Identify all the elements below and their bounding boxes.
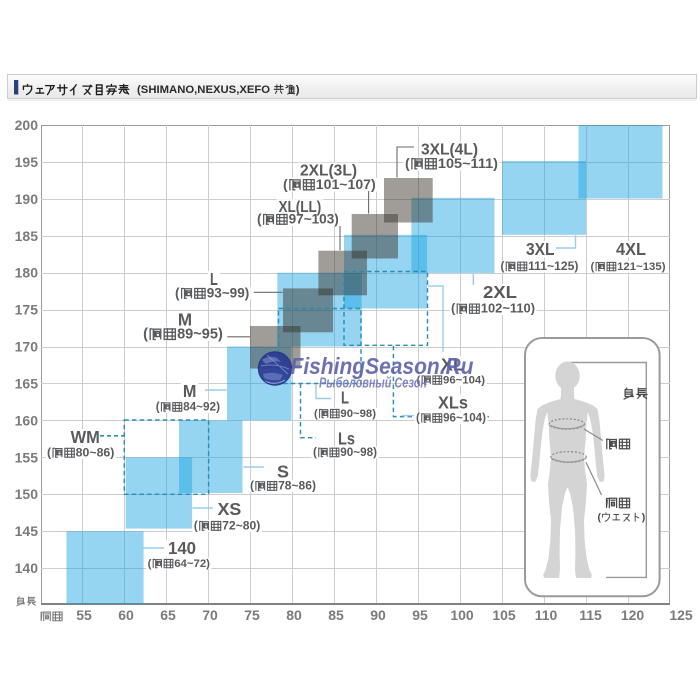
svg-text:WM: WM	[71, 427, 100, 447]
svg-text:80~86): 80~86)	[76, 446, 115, 460]
svg-text:72~80): 72~80)	[222, 519, 260, 533]
svg-text:111~125): 111~125)	[528, 259, 578, 273]
svg-text:XL: XL	[441, 355, 464, 375]
svg-text:97~103): 97~103)	[289, 212, 339, 227]
svg-text:195: 195	[15, 154, 39, 170]
svg-text:96~104): 96~104)	[443, 412, 486, 425]
svg-text:S: S	[277, 462, 289, 482]
svg-text:(: (	[283, 176, 288, 192]
svg-text:64~72): 64~72)	[174, 558, 210, 570]
svg-text:110: 110	[535, 607, 558, 623]
svg-text:(: (	[137, 84, 141, 96]
svg-text:(: (	[313, 446, 317, 459]
svg-text:XS: XS	[218, 499, 242, 519]
svg-text:(: (	[451, 301, 456, 316]
svg-text:170: 170	[15, 339, 39, 355]
svg-text:SHIMANO,NEXUS,XEFO: SHIMANO,NEXUS,XEFO	[141, 84, 271, 96]
svg-text:155: 155	[15, 449, 39, 465]
svg-text:(: (	[257, 212, 262, 227]
svg-text:L: L	[210, 269, 218, 289]
svg-text:102~110): 102~110)	[481, 301, 535, 316]
svg-text:100: 100	[450, 607, 474, 623]
svg-text:85: 85	[328, 607, 344, 623]
svg-text:M: M	[178, 310, 192, 330]
svg-text:): )	[642, 512, 646, 524]
svg-text:(: (	[47, 446, 52, 460]
svg-text:(: (	[194, 519, 199, 533]
svg-text:75: 75	[244, 607, 260, 623]
svg-text:180: 180	[15, 265, 39, 281]
svg-text:M: M	[183, 381, 197, 401]
svg-text:(: (	[175, 286, 180, 301]
svg-text:(: (	[143, 327, 148, 343]
svg-text:175: 175	[15, 302, 39, 318]
svg-text:XL(LL): XL(LL)	[279, 199, 322, 216]
svg-text:Ls: Ls	[338, 429, 355, 449]
svg-text:65: 65	[160, 607, 176, 623]
svg-text:(: (	[405, 155, 410, 171]
svg-text:2XL(3L): 2XL(3L)	[300, 163, 357, 180]
svg-text:80: 80	[286, 607, 302, 623]
svg-text:145: 145	[15, 523, 39, 539]
svg-text:93~99): 93~99)	[207, 286, 250, 301]
svg-text:70: 70	[202, 607, 218, 623]
svg-text:150: 150	[15, 486, 39, 502]
svg-text:(: (	[416, 412, 420, 425]
svg-text:90: 90	[370, 607, 386, 623]
svg-text:200: 200	[15, 117, 39, 133]
svg-text:95: 95	[412, 607, 428, 623]
svg-text:140: 140	[168, 538, 196, 558]
svg-text:105: 105	[492, 607, 516, 623]
svg-text:125: 125	[669, 607, 693, 623]
svg-text:(: (	[156, 401, 160, 414]
svg-text:(: (	[314, 408, 318, 420]
svg-text:160: 160	[15, 412, 39, 428]
svg-text:(: (	[501, 259, 505, 273]
svg-text:): )	[296, 84, 300, 96]
svg-text:190: 190	[15, 191, 39, 207]
svg-text:90~98): 90~98)	[340, 446, 377, 459]
svg-text:84~92): 84~92)	[183, 401, 220, 414]
svg-text:XLs: XLs	[438, 393, 468, 413]
svg-text:(: (	[148, 558, 152, 570]
svg-text:96~104): 96~104)	[443, 375, 485, 387]
svg-text:Рыболовный Сезон: Рыболовный Сезон	[319, 376, 427, 392]
svg-text:(: (	[591, 261, 595, 273]
svg-text:2XL: 2XL	[483, 282, 517, 302]
svg-text:185: 185	[15, 228, 39, 244]
svg-text:(: (	[417, 375, 421, 387]
svg-text:FishingSeason.Ru: FishingSeason.Ru	[291, 353, 474, 379]
svg-text:3XL(4L): 3XL(4L)	[421, 142, 478, 159]
svg-text:120: 120	[621, 607, 645, 623]
svg-text:(: (	[250, 479, 255, 493]
svg-text:4XL: 4XL	[616, 239, 646, 259]
svg-text:3XL: 3XL	[526, 239, 555, 259]
svg-text:101~107): 101~107)	[316, 176, 376, 192]
svg-text:90~98): 90~98)	[340, 408, 376, 420]
svg-text:105~111): 105~111)	[438, 155, 498, 171]
svg-text:140: 140	[15, 560, 39, 576]
svg-text:121~135): 121~135)	[617, 261, 666, 273]
svg-text:165: 165	[15, 375, 39, 391]
svg-text:115: 115	[579, 607, 602, 623]
svg-text:55: 55	[76, 607, 92, 623]
svg-text:78~86): 78~86)	[278, 479, 316, 493]
svg-text:60: 60	[118, 607, 134, 623]
svg-text:L: L	[341, 388, 349, 408]
svg-text:89~95): 89~95)	[177, 327, 223, 343]
svg-text:(: (	[598, 512, 602, 524]
